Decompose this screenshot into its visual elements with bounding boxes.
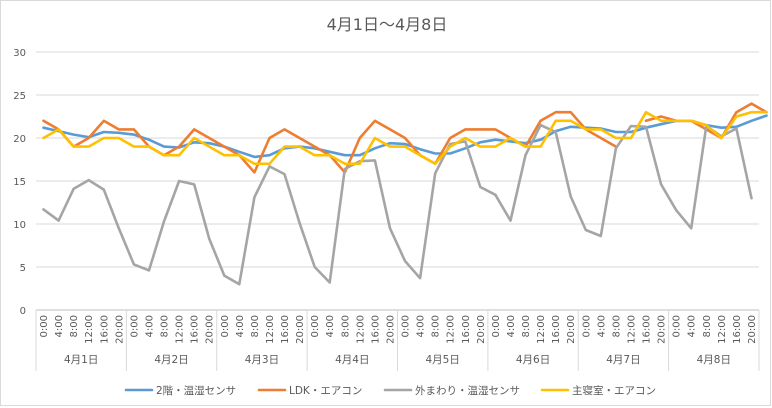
x-tick-label: 12:00 [84,315,95,344]
day-label: 4月5日 [426,354,460,366]
x-tick-label: 20:00 [657,315,668,344]
x-tick-label: 8:00 [611,315,622,337]
x-tick-label: 16:00 [642,315,653,344]
x-axis: 0:00 4:00 8:00 12:00 16:00 20:00 0:00 4:00 8:00 1… [35,310,760,371]
x-tick-label: 20:00 [385,315,396,344]
day-label: 4月3日 [245,354,279,366]
day-label: 4月1日 [64,354,98,366]
x-tick-label: 16:00 [190,315,201,344]
x-tick-label: 0:00 [129,315,140,337]
x-tick-label: 20:00 [747,315,758,344]
x-tick-label: 4:00 [325,315,336,337]
series-line [42,110,768,166]
x-tick-label: 8:00 [250,315,261,337]
series-line [42,123,753,286]
x-tick-label: 12:00 [446,315,457,344]
chart-title: 4月1日～4月8日 [327,15,448,34]
legend-label: 2階・温湿センサ [156,385,236,397]
x-tick-label: 20:00 [566,315,577,344]
day-label: 4月7日 [606,354,640,366]
x-tick-label: 8:00 [160,315,171,337]
x-tick-label: 12:00 [536,315,547,344]
x-tick-label: 0:00 [401,315,412,337]
x-tick-label: 16:00 [732,315,743,344]
x-tick-label: 4:00 [416,315,427,337]
x-tick-label: 0:00 [220,315,231,337]
plot-area [42,102,768,286]
x-tick-label: 4:00 [687,315,698,337]
legend: 2階・温湿センサ LDK・エアコン 外まわり・温湿センサ 主寝室・エアコン [124,384,656,397]
x-tick-label: 16:00 [370,315,381,344]
x-tick-label: 8:00 [431,315,442,337]
x-tick-label: 16:00 [551,315,562,344]
x-tick-label: 16:00 [461,315,472,344]
x-tick-label: 20:00 [476,315,487,344]
x-tick-label: 0:00 [672,315,683,337]
legend-label: LDK・エアコン [289,385,362,397]
y-tick-label: 30 [13,48,26,59]
day-label: 4月2日 [154,354,188,366]
y-axis-tick-labels: 0 5 10 15 20 25 30 [13,48,26,317]
x-tick-label: 4:00 [596,315,607,337]
x-tick-label: 4:00 [235,315,246,337]
y-tick-label: 20 [13,134,26,145]
y-tick-label: 15 [13,177,26,188]
y-tick-label: 25 [13,91,26,102]
y-tick-label: 10 [13,220,26,231]
gridlines [36,51,759,311]
x-tick-label: 20:00 [295,315,306,344]
x-tick-label: 4:00 [54,315,65,337]
x-tick-label: 0:00 [310,315,321,337]
x-tick-label: 20:00 [114,315,125,344]
x-tick-label: 16:00 [99,315,110,344]
x-tick-label: 0:00 [39,315,50,337]
x-tick-label: 8:00 [521,315,532,337]
x-tick-label: 8:00 [702,315,713,337]
x-tick-label: 12:00 [265,315,276,344]
y-tick-label: 0 [20,306,26,317]
x-tick-label: 8:00 [69,315,80,337]
day-label: 4月6日 [516,354,550,366]
legend-label: 主寝室・エアコン [572,384,656,397]
x-tick-label: 0:00 [581,315,592,337]
x-tick-label: 16:00 [280,315,291,344]
day-label: 4月8日 [697,354,731,366]
x-tick-label: 8:00 [340,315,351,337]
x-tick-label: 12:00 [717,315,728,344]
x-tick-label: 12:00 [626,315,637,344]
y-tick-label: 5 [20,263,26,274]
x-tick-label: 12:00 [175,315,186,344]
legend-label: 外まわり・温湿センサ [415,385,520,397]
series-line [42,114,768,159]
x-tick-label: 4:00 [506,315,517,337]
x-tick-label: 4:00 [144,315,155,337]
x-tick-label: 12:00 [355,315,366,344]
x-tick-label: 0:00 [491,315,502,337]
day-label: 4月4日 [335,354,369,366]
x-tick-label: 20:00 [205,315,216,344]
